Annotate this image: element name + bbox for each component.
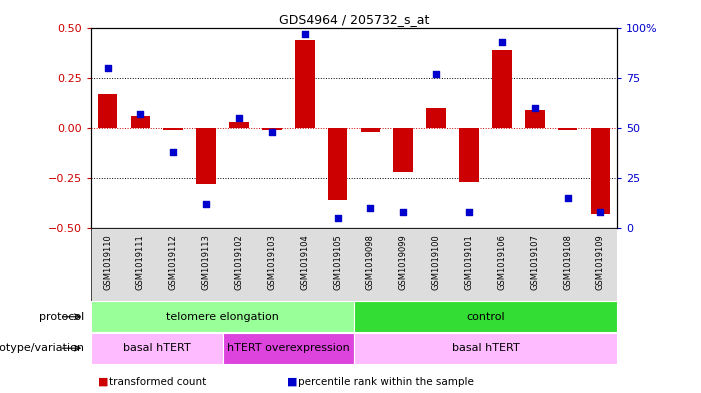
Text: hTERT overexpression: hTERT overexpression xyxy=(227,343,350,353)
Bar xyxy=(590,128,611,214)
Bar xyxy=(262,128,282,130)
Point xyxy=(595,209,606,215)
FancyBboxPatch shape xyxy=(91,333,223,364)
Point xyxy=(102,64,113,71)
Text: ■: ■ xyxy=(287,377,298,387)
Text: percentile rank within the sample: percentile rank within the sample xyxy=(298,377,474,387)
Bar xyxy=(393,128,413,172)
FancyBboxPatch shape xyxy=(91,301,354,332)
Text: basal hTERT: basal hTERT xyxy=(123,343,191,353)
Point xyxy=(168,149,179,155)
Title: GDS4964 / 205732_s_at: GDS4964 / 205732_s_at xyxy=(279,13,429,26)
FancyBboxPatch shape xyxy=(223,333,354,364)
Text: GSM1019103: GSM1019103 xyxy=(267,234,276,290)
FancyBboxPatch shape xyxy=(91,228,617,301)
Point xyxy=(397,209,409,215)
Point xyxy=(496,39,508,45)
Text: telomere elongation: telomere elongation xyxy=(166,312,279,322)
Text: control: control xyxy=(466,312,505,322)
Point xyxy=(365,205,376,211)
Text: genotype/variation: genotype/variation xyxy=(0,343,84,353)
Bar xyxy=(130,116,150,128)
Bar xyxy=(97,94,118,128)
Bar xyxy=(328,128,348,200)
Bar xyxy=(525,110,545,128)
Point xyxy=(299,30,311,37)
Point xyxy=(529,105,540,111)
Point xyxy=(233,115,245,121)
Text: GSM1019109: GSM1019109 xyxy=(596,234,605,290)
Text: GSM1019100: GSM1019100 xyxy=(432,234,441,290)
Text: GSM1019101: GSM1019101 xyxy=(465,234,473,290)
Text: GSM1019105: GSM1019105 xyxy=(333,234,342,290)
Text: GSM1019111: GSM1019111 xyxy=(136,234,145,290)
FancyBboxPatch shape xyxy=(354,333,617,364)
Point xyxy=(200,201,212,207)
Bar xyxy=(558,128,578,130)
Text: GSM1019113: GSM1019113 xyxy=(202,234,210,290)
Bar xyxy=(229,122,249,128)
Bar xyxy=(295,40,315,128)
Point xyxy=(430,70,442,77)
FancyBboxPatch shape xyxy=(354,301,617,332)
Point xyxy=(135,110,146,117)
Text: GSM1019110: GSM1019110 xyxy=(103,234,112,290)
Point xyxy=(266,129,278,135)
Text: GSM1019099: GSM1019099 xyxy=(399,234,408,290)
Text: transformed count: transformed count xyxy=(109,377,206,387)
Text: GSM1019098: GSM1019098 xyxy=(366,234,375,290)
Text: GSM1019106: GSM1019106 xyxy=(498,234,506,290)
Bar xyxy=(459,128,479,182)
Point xyxy=(463,209,475,215)
Bar xyxy=(360,128,381,132)
Bar xyxy=(163,128,183,130)
Bar xyxy=(196,128,216,184)
Point xyxy=(562,195,573,201)
Text: basal hTERT: basal hTERT xyxy=(451,343,519,353)
Text: GSM1019104: GSM1019104 xyxy=(300,234,309,290)
Bar xyxy=(426,108,446,128)
Point xyxy=(332,215,343,221)
Text: GSM1019108: GSM1019108 xyxy=(563,234,572,290)
Text: protocol: protocol xyxy=(39,312,84,322)
Bar xyxy=(492,50,512,128)
Text: GSM1019112: GSM1019112 xyxy=(169,234,178,290)
Text: GSM1019107: GSM1019107 xyxy=(530,234,539,290)
Text: GSM1019102: GSM1019102 xyxy=(235,234,243,290)
Text: ■: ■ xyxy=(98,377,109,387)
